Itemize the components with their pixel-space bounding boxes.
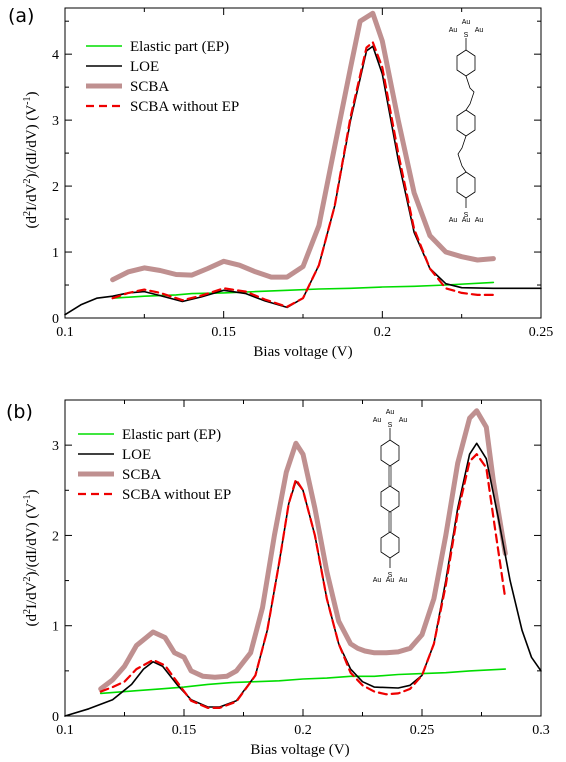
x-tick-label: 0.2 — [374, 325, 392, 340]
gold-atom: Au — [475, 217, 484, 224]
y-axis-label-a: (d2I/dV2)/(dI/dV) (V-1) — [22, 91, 40, 228]
gold-atom: Au — [462, 217, 471, 224]
legend-b: Elastic part (EP) LOE SCBA SCBA without EP — [78, 427, 231, 503]
series-line-loe — [64, 442, 542, 717]
gold-atom: Au — [399, 577, 408, 584]
x-axis-label-a: Bias voltage (V) — [253, 344, 352, 360]
x-tick-label: 0.3 — [532, 723, 550, 738]
benzene-ring — [456, 49, 476, 77]
sulfur-atom: S — [388, 422, 393, 429]
ticks-a: 0.1 0.15 0.2 0.25 0 1 2 3 4 — [52, 8, 553, 340]
sulfur-atom: S — [464, 212, 469, 219]
benzene-ring — [456, 109, 476, 137]
series-line-scba — [110, 10, 496, 283]
legend-entry: Elastic part (EP) — [122, 427, 221, 443]
sulfur-atom: S — [388, 572, 393, 579]
gold-atom: Au — [386, 409, 395, 416]
y-tick-label: 2 — [52, 180, 59, 195]
panel-label-b: (b) — [6, 401, 33, 423]
legend-a: Elastic part (EP) LOE SCBA SCBA without EP — [86, 39, 239, 115]
x-tick-label: 0.25 — [410, 723, 435, 738]
gold-atom: Au — [373, 417, 382, 424]
legend-entry: LOE — [122, 447, 151, 463]
benzene-ring — [380, 485, 400, 513]
series-group-a — [64, 10, 542, 316]
y-axis-label-b: (d2I/dV2)/(dI/dV) (V-1) — [22, 489, 40, 626]
x-tick-label: 0.2 — [294, 723, 312, 738]
series-line-elastic-part-ep — [111, 281, 495, 299]
panel-label-a: (a) — [8, 5, 34, 27]
y-tick-label: 1 — [52, 620, 59, 635]
x-tick-label: 0.1 — [56, 325, 74, 340]
x-tick-label: 0.25 — [529, 325, 554, 340]
panel-a: (a) 0.1 0.15 0.2 0.25 0 1 2 3 4 Bias voltage (V)… — [8, 5, 553, 360]
legend-entry: LOE — [130, 59, 159, 75]
x-tick-label: 0.15 — [172, 723, 197, 738]
y-tick-label: 3 — [52, 439, 59, 454]
vinylene-linker — [465, 75, 475, 111]
legend-entry: SCBA without EP — [130, 99, 239, 115]
vinylene-linker — [457, 135, 467, 173]
gold-atom: Au — [475, 27, 484, 34]
gold-atom: Au — [373, 577, 382, 584]
x-tick-label: 0.15 — [211, 325, 236, 340]
series-group-b — [64, 408, 542, 717]
y-tick-label: 2 — [52, 529, 59, 544]
x-tick-label: 0.1 — [56, 723, 74, 738]
y-tick-label: 4 — [52, 48, 59, 63]
sulfur-atom: S — [464, 32, 469, 39]
y-tick-label: 0 — [52, 312, 59, 327]
x-axis-label-b: Bias voltage (V) — [250, 742, 349, 758]
gold-atom: Au — [449, 217, 458, 224]
benzene-ring — [456, 171, 476, 199]
gold-atom: Au — [462, 19, 471, 26]
series-line-scba-without-ep — [99, 453, 507, 709]
y-tick-label: 3 — [52, 114, 59, 129]
legend-entry: SCBA — [130, 79, 169, 95]
y-tick-label: 1 — [52, 246, 59, 261]
series-line-elastic-part-ep — [99, 668, 507, 695]
panel-b: (b) 0.1 0.15 0.2 0.25 0.3 0 1 2 3 Bias voltage (… — [6, 399, 550, 758]
y-tick-label: 0 — [52, 710, 59, 725]
series-line-scba — [98, 408, 508, 692]
benzene-ring — [380, 439, 400, 467]
legend-entry: SCBA — [122, 467, 161, 483]
gold-atom: Au — [386, 577, 395, 584]
legend-entry: Elastic part (EP) — [130, 39, 229, 55]
benzene-ring — [380, 531, 400, 559]
gold-atom: Au — [449, 27, 458, 34]
series-line-scba-without-ep — [111, 41, 495, 308]
gold-atom: Au — [399, 417, 408, 424]
legend-entry: SCBA without EP — [122, 487, 231, 503]
ticks-b: 0.1 0.15 0.2 0.25 0.3 0 1 2 3 — [52, 400, 550, 738]
